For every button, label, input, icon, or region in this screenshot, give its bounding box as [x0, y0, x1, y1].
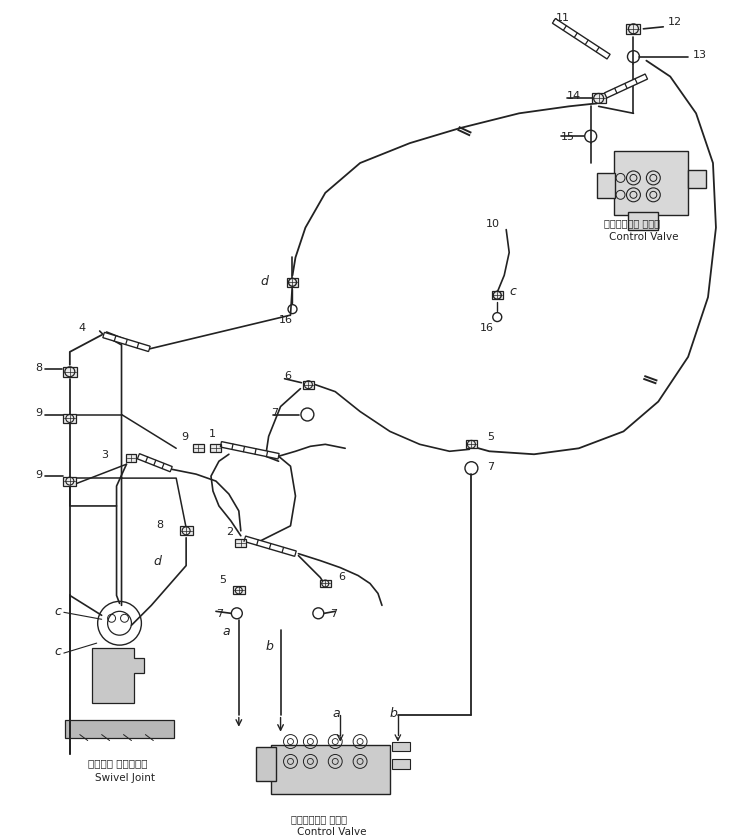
Bar	[65, 720, 175, 737]
Bar	[466, 441, 477, 449]
Text: コントロール バルブ: コントロール バルブ	[604, 218, 660, 228]
Bar	[63, 367, 77, 377]
Bar	[64, 415, 76, 424]
Text: c: c	[54, 644, 61, 657]
Bar	[392, 742, 410, 752]
Bar	[180, 527, 192, 536]
Text: 8: 8	[35, 362, 42, 372]
Text: 6: 6	[339, 571, 345, 581]
Text: Control Valve: Control Valve	[297, 826, 367, 836]
Bar	[233, 587, 245, 594]
Text: コントロール バルブ: コントロール バルブ	[291, 813, 347, 823]
Text: c: c	[509, 284, 516, 298]
Polygon shape	[91, 649, 145, 703]
Bar	[287, 278, 298, 288]
Text: 8: 8	[157, 519, 163, 529]
Text: 9: 9	[35, 470, 42, 480]
Bar	[192, 445, 204, 453]
Text: スイベル ジョイント: スイベル ジョイント	[88, 757, 148, 767]
Bar	[688, 171, 706, 189]
Text: Swivel Joint: Swivel Joint	[94, 772, 155, 782]
Text: Control Valve: Control Valve	[609, 232, 678, 242]
Text: 15: 15	[561, 132, 575, 142]
Bar	[597, 174, 615, 199]
Text: 12: 12	[668, 17, 682, 27]
Text: 5: 5	[219, 573, 226, 584]
Text: 7: 7	[488, 461, 494, 472]
Text: 1: 1	[209, 429, 216, 439]
Text: 6: 6	[285, 370, 291, 380]
Bar	[392, 760, 410, 769]
Text: 14: 14	[567, 91, 581, 101]
Text: 7: 7	[330, 609, 337, 619]
Text: c: c	[54, 604, 61, 617]
Text: b: b	[266, 639, 273, 652]
Bar	[592, 94, 606, 104]
Text: 11: 11	[556, 13, 570, 23]
Text: 4: 4	[79, 323, 86, 333]
Text: a: a	[223, 624, 231, 637]
Bar	[626, 25, 640, 35]
Text: 16: 16	[279, 314, 293, 324]
Bar	[492, 292, 503, 300]
Bar	[303, 381, 314, 390]
Text: 7: 7	[216, 609, 223, 619]
Text: 5: 5	[488, 432, 494, 442]
Text: 7: 7	[270, 407, 278, 417]
Bar	[320, 580, 331, 588]
Bar	[210, 445, 222, 453]
Text: 3: 3	[102, 450, 109, 460]
Text: a: a	[333, 706, 340, 719]
Bar	[64, 477, 76, 486]
Text: d: d	[261, 274, 269, 288]
Text: 2: 2	[226, 526, 233, 536]
Text: 13: 13	[693, 49, 707, 59]
Text: 16: 16	[479, 323, 494, 333]
Bar	[127, 455, 136, 462]
Bar	[628, 213, 658, 231]
Bar	[255, 747, 276, 782]
Text: 10: 10	[486, 218, 500, 228]
Bar	[270, 745, 390, 794]
Bar	[235, 539, 246, 547]
Bar	[613, 151, 688, 216]
Text: b: b	[390, 706, 398, 719]
Text: 9: 9	[35, 407, 42, 417]
Text: d: d	[154, 554, 161, 568]
Text: 9: 9	[181, 432, 188, 442]
